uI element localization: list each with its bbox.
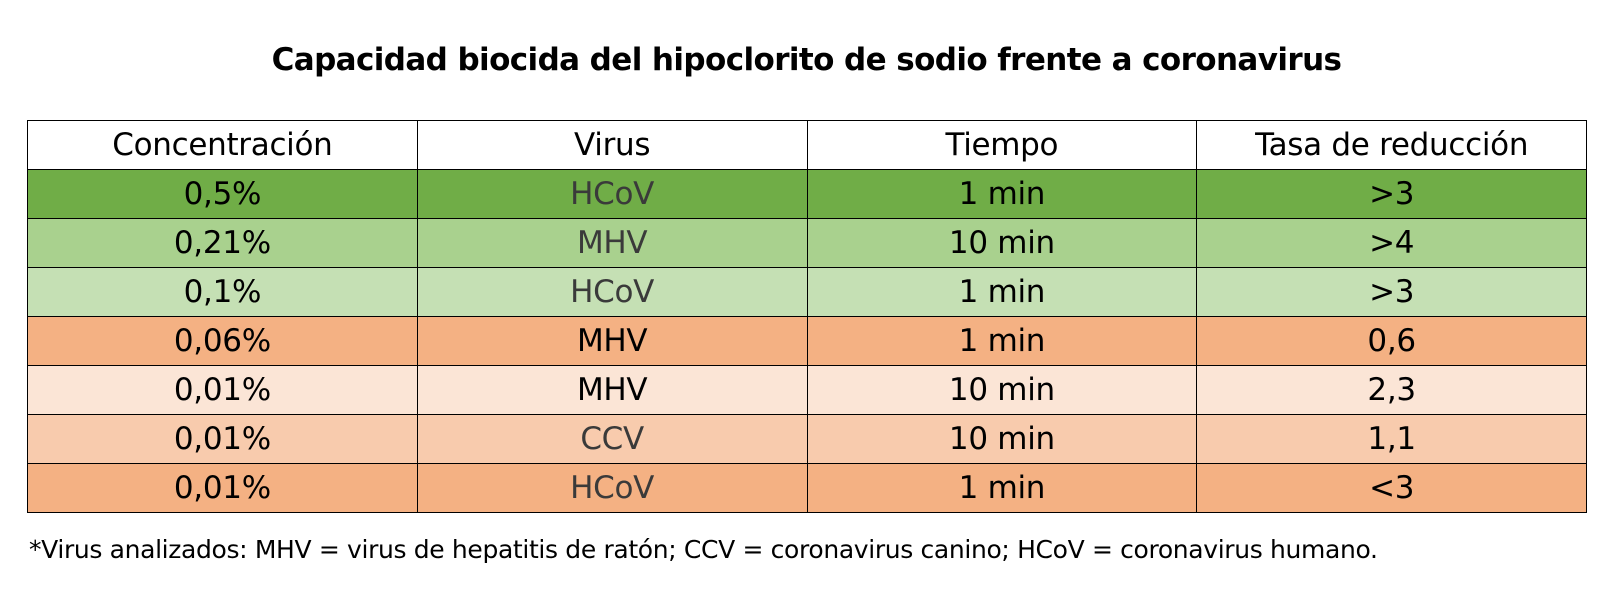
table-title: Capacidad biocida del hipoclorito de sod… (271, 42, 1342, 78)
table-header-row: Concentración Virus Tiempo Tasa de reduc… (27, 120, 1587, 170)
cell-virus: MHV (416, 365, 808, 415)
cell-reduction: <3 (1196, 463, 1587, 513)
cell-time: 10 min (806, 414, 1198, 464)
cell-concentration: 0,1% (27, 267, 418, 317)
cell-concentration: 0,01% (27, 414, 418, 464)
cell-reduction: 0,6 (1196, 316, 1587, 366)
cell-virus: MHV (416, 218, 808, 268)
cell-virus: HCoV (416, 463, 808, 513)
footnote: *Virus analizados: MHV = virus de hepati… (29, 535, 1378, 564)
cell-virus: CCV (416, 414, 808, 464)
cell-concentration: 0,06% (27, 316, 418, 366)
cell-time: 1 min (806, 169, 1198, 219)
cell-concentration: 0,21% (27, 218, 418, 268)
cell-time: 10 min (806, 218, 1198, 268)
header-time: Tiempo (806, 120, 1198, 170)
header-virus: Virus (416, 120, 808, 170)
cell-concentration: 0,01% (27, 365, 418, 415)
table-row: 0,1% HCoV 1 min >3 (27, 267, 1587, 317)
cell-reduction: 1,1 (1196, 414, 1587, 464)
header-reduction-rate: Tasa de reducción (1196, 120, 1587, 170)
table-row: 0,01% MHV 10 min 2,3 (27, 365, 1587, 415)
table-row: 0,01% CCV 10 min 1,1 (27, 414, 1587, 464)
cell-virus: HCoV (416, 267, 808, 317)
cell-time: 1 min (806, 316, 1198, 366)
cell-concentration: 0,5% (27, 169, 418, 219)
header-concentration: Concentración (27, 120, 418, 170)
cell-time: 1 min (806, 463, 1198, 513)
biocide-table: Concentración Virus Tiempo Tasa de reduc… (27, 120, 1587, 513)
cell-reduction: >4 (1196, 218, 1587, 268)
table-row: 0,21% MHV 10 min >4 (27, 218, 1587, 268)
cell-time: 1 min (806, 267, 1198, 317)
cell-virus: MHV (416, 316, 808, 366)
cell-reduction: 2,3 (1196, 365, 1587, 415)
table-row: 0,06% MHV 1 min 0,6 (27, 316, 1587, 366)
table-row: 0,5% HCoV 1 min >3 (27, 169, 1587, 219)
cell-reduction: >3 (1196, 267, 1587, 317)
cell-time: 10 min (806, 365, 1198, 415)
cell-virus: HCoV (416, 169, 808, 219)
cell-reduction: >3 (1196, 169, 1587, 219)
cell-concentration: 0,01% (27, 463, 418, 513)
table-row: 0,01% HCoV 1 min <3 (27, 463, 1587, 513)
